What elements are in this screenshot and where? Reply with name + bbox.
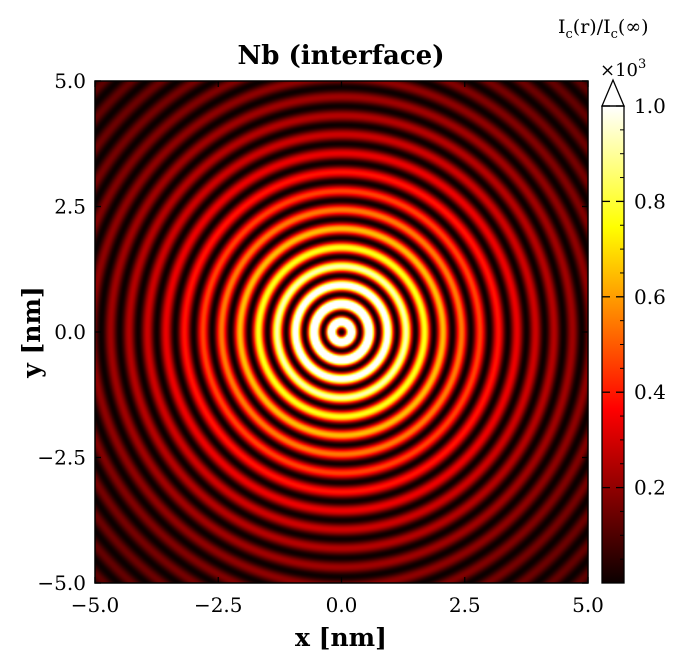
colorbar-title-mid: (r)/I (573, 16, 611, 38)
colorbar-multiplier: ×103 (600, 57, 646, 81)
chart-title: Nb (interface) (237, 41, 444, 71)
colorbar-gradient (602, 106, 624, 583)
heatmap-image (95, 81, 588, 583)
colorbar-tick-label: 0.6 (634, 285, 666, 309)
colorbar-multiplier-exp: 3 (638, 57, 646, 72)
x-tick-label: −2.5 (194, 593, 243, 617)
colorbar-title: Ic(r)/Ic(∞) (558, 16, 649, 42)
x-axis-ticks: −5.0 −2.5 0.0 2.5 5.0 (71, 81, 604, 617)
colorbar-extend-arrow (601, 78, 625, 107)
colorbar: 0.20.40.60.81.0 Ic(r)/Ic(∞) ×103 (558, 16, 666, 584)
x-tick-label: 2.5 (449, 593, 481, 617)
colorbar-title-sub2: c (611, 27, 618, 42)
x-tick-label: 5.0 (572, 593, 604, 617)
x-tick-label: 0.0 (326, 593, 358, 617)
y-axis-ticks: 5.0 2.5 0.0 −2.5 −5.0 (37, 69, 588, 595)
heatmap-plot-area (94, 80, 589, 584)
colorbar-multiplier-base: ×10 (600, 60, 638, 81)
colorbar-tick-label: 1.0 (634, 94, 666, 118)
y-tick-label: 2.5 (54, 195, 86, 219)
y-tick-label: −5.0 (37, 571, 86, 595)
x-tick-label: −5.0 (71, 593, 120, 617)
colorbar-tick-label: 0.4 (634, 380, 666, 404)
x-axis-label: x [nm] (295, 623, 387, 652)
colorbar-tick-label: 0.2 (634, 476, 666, 500)
y-axis-label: y [nm] (17, 286, 46, 379)
colorbar-tick-label: 0.8 (634, 189, 666, 213)
y-tick-label: 0.0 (54, 320, 86, 344)
y-tick-label: −2.5 (37, 446, 86, 470)
colorbar-title-sub1: c (566, 27, 573, 42)
colorbar-title-end: (∞) (618, 16, 649, 38)
y-tick-label: 5.0 (54, 69, 86, 93)
colorbar-ticks: 0.2 0.4 0.6 0.8 1.0 (602, 94, 666, 560)
colorbar-title-i1: I (558, 16, 566, 38)
